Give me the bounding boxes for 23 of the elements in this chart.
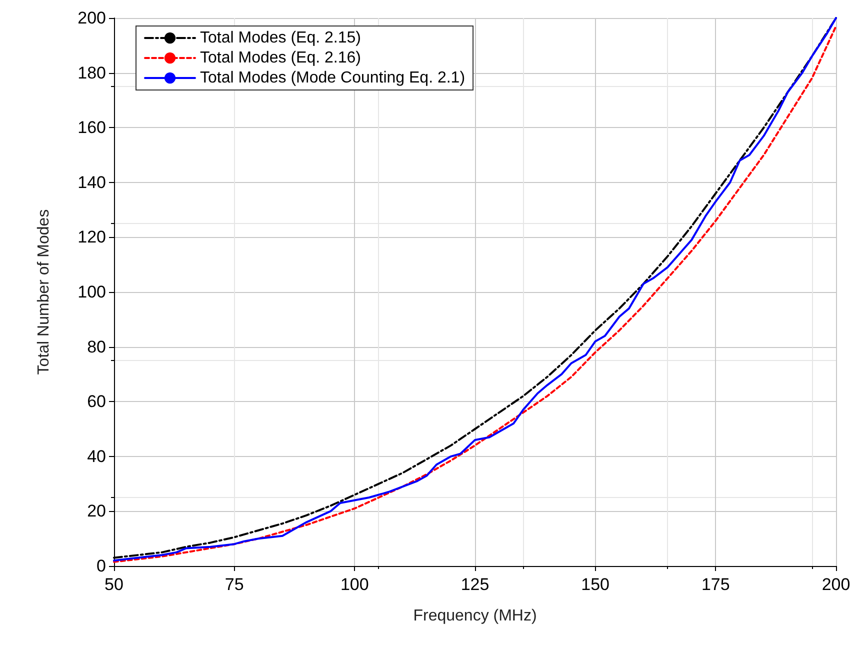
y-tick-label: 40 — [87, 446, 106, 466]
y-tick-label: 80 — [87, 337, 106, 356]
y-axis-title: Total Number of Modes — [36, 209, 52, 375]
x-tick-label: 150 — [581, 575, 610, 594]
x-tick-label: 175 — [701, 575, 730, 594]
y-tick-label: 120 — [78, 228, 106, 247]
y-tick-label: 180 — [78, 63, 106, 82]
y-tick-label: 140 — [78, 172, 106, 192]
x-tick-label: 100 — [340, 575, 369, 594]
y-tick-label: 100 — [78, 282, 106, 302]
x-tick-label: 50 — [104, 575, 124, 594]
y-tick-label: 60 — [87, 392, 106, 412]
x-tick-label: 125 — [460, 575, 490, 594]
legend-label: Total Modes (Mode Counting Eq. 2.1) — [200, 70, 466, 86]
x-axis-title: Frequency (MHz) — [413, 608, 537, 624]
y-tick-label: 160 — [78, 118, 106, 138]
y-tick-label: 0 — [96, 556, 106, 576]
x-tick-label: 200 — [822, 575, 850, 594]
y-tick-label: 200 — [78, 8, 106, 28]
legend-label: Total Modes (Eq. 2.15) — [200, 30, 361, 46]
legend-label: Total Modes (Eq. 2.16) — [200, 50, 361, 66]
x-tick-label: 75 — [224, 575, 244, 594]
y-tick-label: 20 — [87, 502, 106, 521]
